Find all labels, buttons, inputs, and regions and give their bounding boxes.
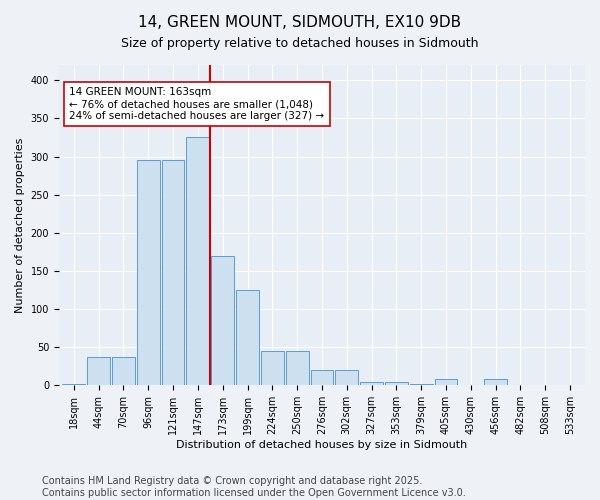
Text: 14, GREEN MOUNT, SIDMOUTH, EX10 9DB: 14, GREEN MOUNT, SIDMOUTH, EX10 9DB: [139, 15, 461, 30]
Bar: [137, 160, 160, 386]
Bar: [360, 382, 383, 386]
Bar: [385, 382, 408, 386]
Bar: [62, 384, 85, 386]
Bar: [311, 370, 334, 386]
Text: Size of property relative to detached houses in Sidmouth: Size of property relative to detached ho…: [121, 38, 479, 51]
X-axis label: Distribution of detached houses by size in Sidmouth: Distribution of detached houses by size …: [176, 440, 467, 450]
Bar: [410, 384, 433, 386]
Bar: [484, 379, 507, 386]
Bar: [335, 370, 358, 386]
Bar: [261, 351, 284, 386]
Bar: [286, 351, 308, 386]
Text: Contains HM Land Registry data © Crown copyright and database right 2025.
Contai: Contains HM Land Registry data © Crown c…: [42, 476, 466, 498]
Bar: [87, 357, 110, 386]
Text: 14 GREEN MOUNT: 163sqm
← 76% of detached houses are smaller (1,048)
24% of semi-: 14 GREEN MOUNT: 163sqm ← 76% of detached…: [70, 88, 325, 120]
Bar: [534, 384, 557, 386]
Y-axis label: Number of detached properties: Number of detached properties: [15, 138, 25, 313]
Bar: [211, 256, 234, 386]
Bar: [434, 379, 457, 386]
Bar: [187, 138, 209, 386]
Bar: [161, 160, 184, 386]
Bar: [112, 357, 135, 386]
Bar: [236, 290, 259, 386]
